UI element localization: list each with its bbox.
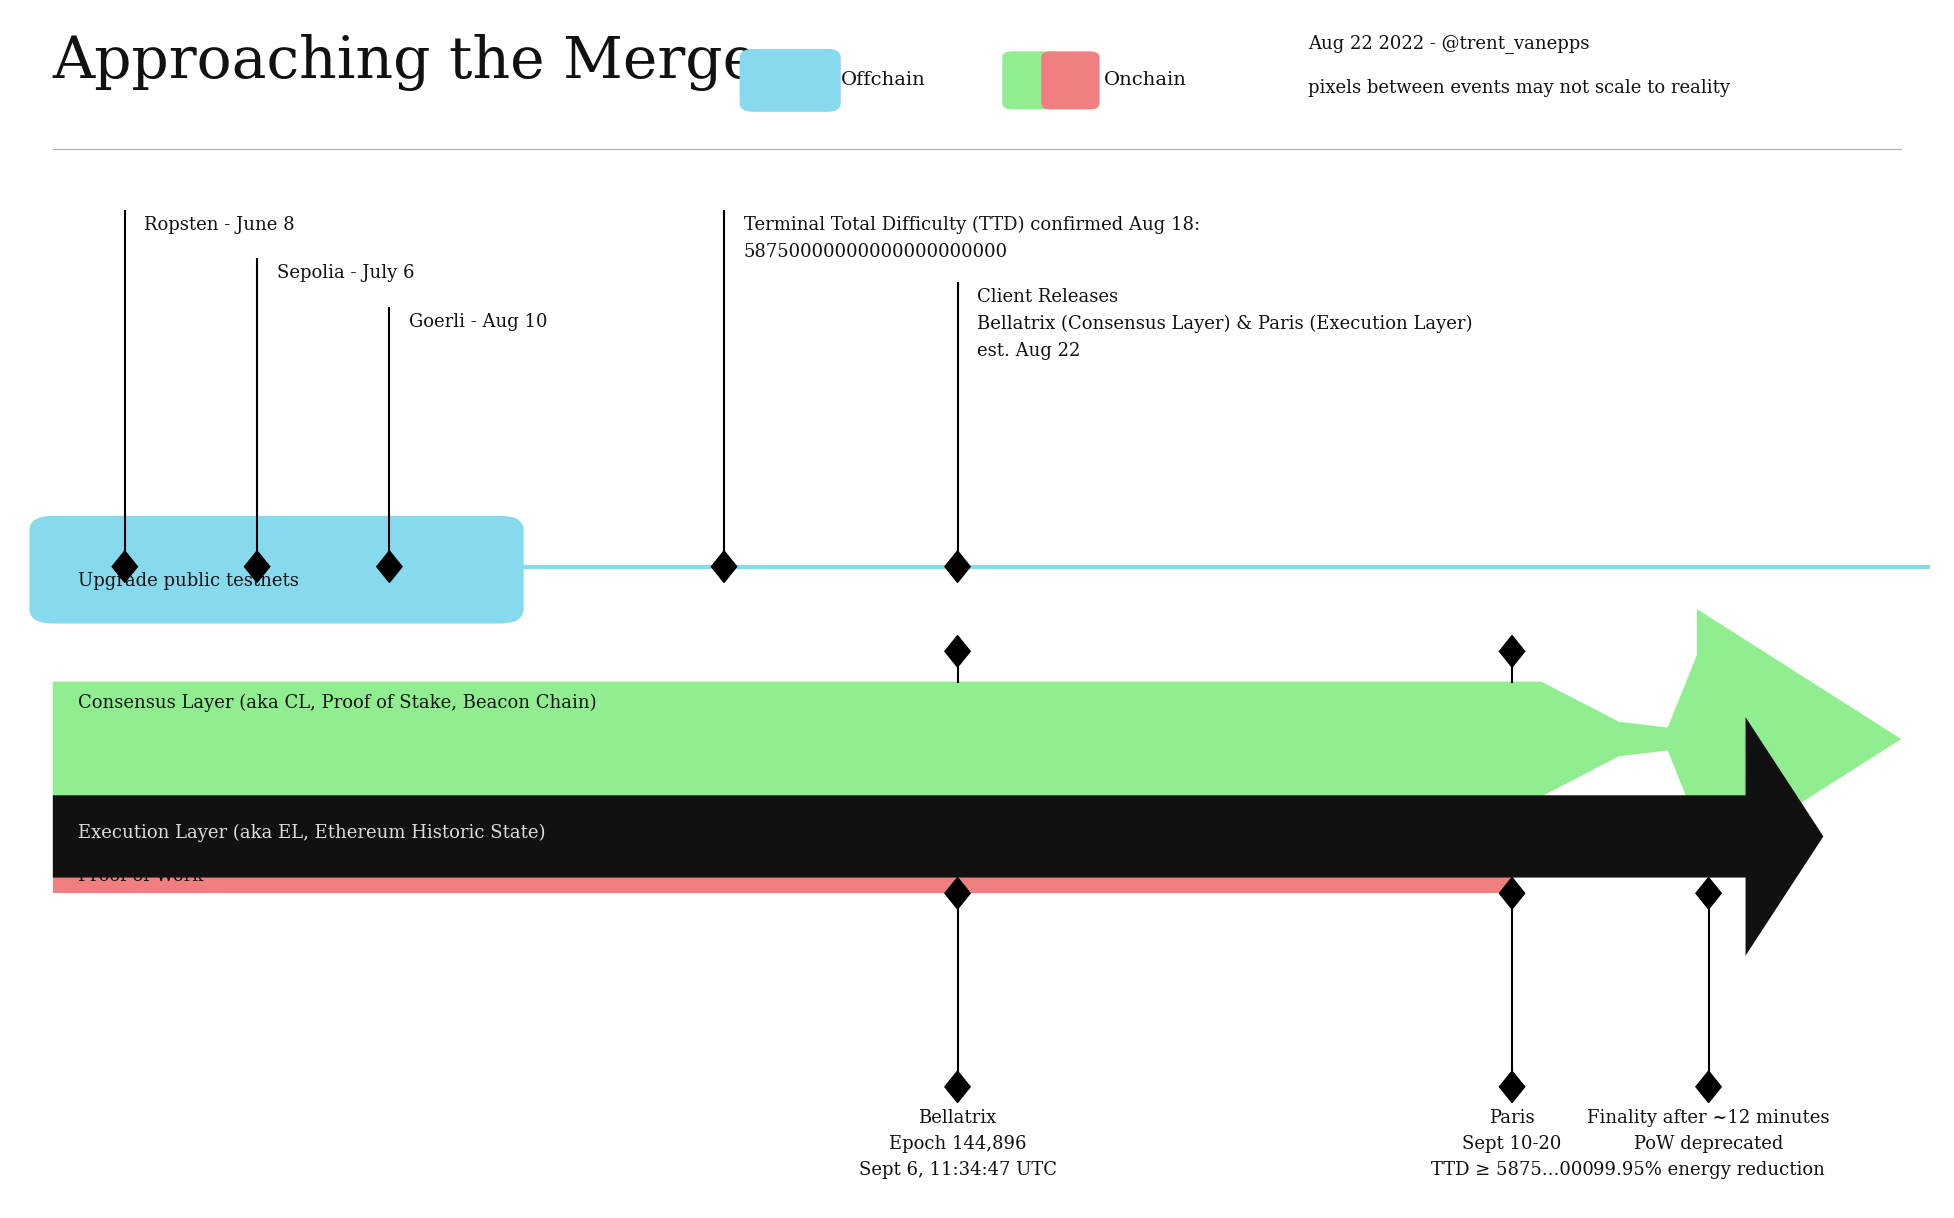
- Polygon shape: [244, 551, 270, 582]
- Text: Proof of Work: Proof of Work: [78, 867, 203, 884]
- Polygon shape: [1499, 877, 1524, 909]
- FancyBboxPatch shape: [1041, 51, 1100, 110]
- Text: Execution Layer (aka EL, Ethereum Historic State): Execution Layer (aka EL, Ethereum Histor…: [78, 823, 545, 842]
- Polygon shape: [1696, 1071, 1721, 1102]
- Text: Sepolia - July 6: Sepolia - July 6: [277, 264, 414, 283]
- Polygon shape: [1499, 636, 1524, 667]
- Text: Upgrade public testnets: Upgrade public testnets: [78, 571, 299, 590]
- Polygon shape: [946, 636, 971, 667]
- Polygon shape: [53, 717, 1823, 956]
- Polygon shape: [946, 877, 971, 909]
- Polygon shape: [53, 843, 1512, 893]
- Polygon shape: [946, 1071, 971, 1102]
- Text: Approaching the Merge: Approaching the Merge: [53, 34, 758, 91]
- Polygon shape: [711, 551, 737, 582]
- Polygon shape: [946, 551, 971, 582]
- Text: Onchain: Onchain: [1104, 72, 1186, 89]
- Text: Goerli - Aug 10: Goerli - Aug 10: [408, 313, 547, 330]
- Text: Bellatrix
Epoch 144,896
Sept 6, 11:34:47 UTC: Bellatrix Epoch 144,896 Sept 6, 11:34:47…: [858, 1108, 1057, 1179]
- Text: Offchain: Offchain: [840, 72, 926, 89]
- Text: Consensus Layer (aka CL, Proof of Stake, Beacon Chain): Consensus Layer (aka CL, Proof of Stake,…: [78, 694, 596, 713]
- Text: Finality after ~12 minutes
PoW deprecated
99.95% energy reduction: Finality after ~12 minutes PoW deprecate…: [1587, 1108, 1829, 1179]
- Polygon shape: [1696, 877, 1721, 909]
- Text: Paris
Sept 10-20
TTD ≥ 5875...000: Paris Sept 10-20 TTD ≥ 5875...000: [1430, 1108, 1594, 1179]
- FancyBboxPatch shape: [741, 49, 840, 112]
- Polygon shape: [1499, 1071, 1524, 1102]
- Polygon shape: [53, 609, 1901, 870]
- Text: Ropsten - June 8: Ropsten - June 8: [145, 216, 295, 234]
- Text: Terminal Total Difficulty (TTD) confirmed Aug 18:
58750000000000000000000: Terminal Total Difficulty (TTD) confirme…: [744, 216, 1200, 261]
- Text: Aug 22 2022 - @trent_vanepps: Aug 22 2022 - @trent_vanepps: [1307, 34, 1589, 54]
- FancyBboxPatch shape: [29, 516, 524, 624]
- Text: Client Releases
Bellatrix (Consensus Layer) & Paris (Execution Layer)
est. Aug 2: Client Releases Bellatrix (Consensus Lay…: [977, 289, 1473, 359]
- Polygon shape: [111, 551, 137, 582]
- FancyBboxPatch shape: [1002, 51, 1061, 110]
- Polygon shape: [377, 551, 403, 582]
- Text: pixels between events may not scale to reality: pixels between events may not scale to r…: [1307, 79, 1729, 97]
